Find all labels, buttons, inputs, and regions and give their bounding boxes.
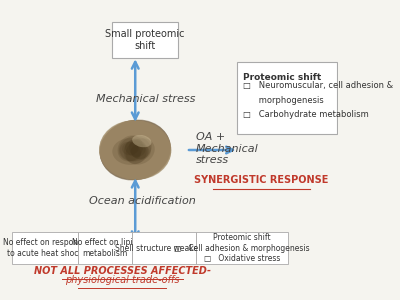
Ellipse shape bbox=[112, 138, 148, 165]
Text: No effect on response
to acute heat shock: No effect on response to acute heat shoc… bbox=[3, 238, 87, 258]
Text: physiological trade-offs: physiological trade-offs bbox=[65, 275, 179, 285]
Ellipse shape bbox=[132, 135, 152, 147]
Ellipse shape bbox=[100, 119, 170, 181]
Text: NOT ALL PROCESSES AFFECTED-: NOT ALL PROCESSES AFFECTED- bbox=[34, 266, 211, 276]
Ellipse shape bbox=[118, 136, 143, 162]
Ellipse shape bbox=[131, 144, 150, 159]
Text: Mechanical stress: Mechanical stress bbox=[96, 94, 195, 104]
Text: SYNERGISTIC RESPONSE: SYNERGISTIC RESPONSE bbox=[194, 175, 328, 185]
Ellipse shape bbox=[119, 136, 152, 162]
Text: Proteomic shift: Proteomic shift bbox=[243, 73, 322, 82]
Text: Ocean acidification: Ocean acidification bbox=[89, 196, 196, 206]
Ellipse shape bbox=[124, 139, 147, 164]
FancyBboxPatch shape bbox=[237, 62, 337, 134]
Text: Shell structure weakened: Shell structure weakened bbox=[115, 244, 213, 253]
Text: morphogenesis: morphogenesis bbox=[243, 96, 324, 105]
Ellipse shape bbox=[99, 120, 171, 180]
FancyBboxPatch shape bbox=[112, 22, 178, 58]
FancyBboxPatch shape bbox=[78, 232, 132, 264]
Ellipse shape bbox=[99, 120, 171, 180]
FancyBboxPatch shape bbox=[12, 232, 78, 264]
Ellipse shape bbox=[122, 142, 138, 155]
Text: □   Carbohydrate metabolism: □ Carbohydrate metabolism bbox=[243, 110, 369, 119]
Text: □   Neuromuscular, cell adhesion &: □ Neuromuscular, cell adhesion & bbox=[243, 81, 394, 90]
Ellipse shape bbox=[120, 142, 141, 161]
FancyBboxPatch shape bbox=[132, 232, 196, 264]
Text: No effect on lipid
metabolism: No effect on lipid metabolism bbox=[72, 238, 138, 258]
Ellipse shape bbox=[129, 137, 151, 160]
Ellipse shape bbox=[125, 140, 146, 157]
Text: Small proteomic
shift: Small proteomic shift bbox=[105, 29, 185, 51]
Ellipse shape bbox=[99, 120, 171, 180]
Text: Proteomic shift
□   Cell adhesion & morphogenesis
□   Oxidative stress: Proteomic shift □ Cell adhesion & morpho… bbox=[174, 233, 310, 263]
FancyBboxPatch shape bbox=[196, 232, 288, 264]
Ellipse shape bbox=[126, 138, 155, 165]
Ellipse shape bbox=[100, 120, 171, 180]
Ellipse shape bbox=[99, 120, 171, 180]
Text: OA +
Mechanical
stress: OA + Mechanical stress bbox=[196, 132, 258, 165]
